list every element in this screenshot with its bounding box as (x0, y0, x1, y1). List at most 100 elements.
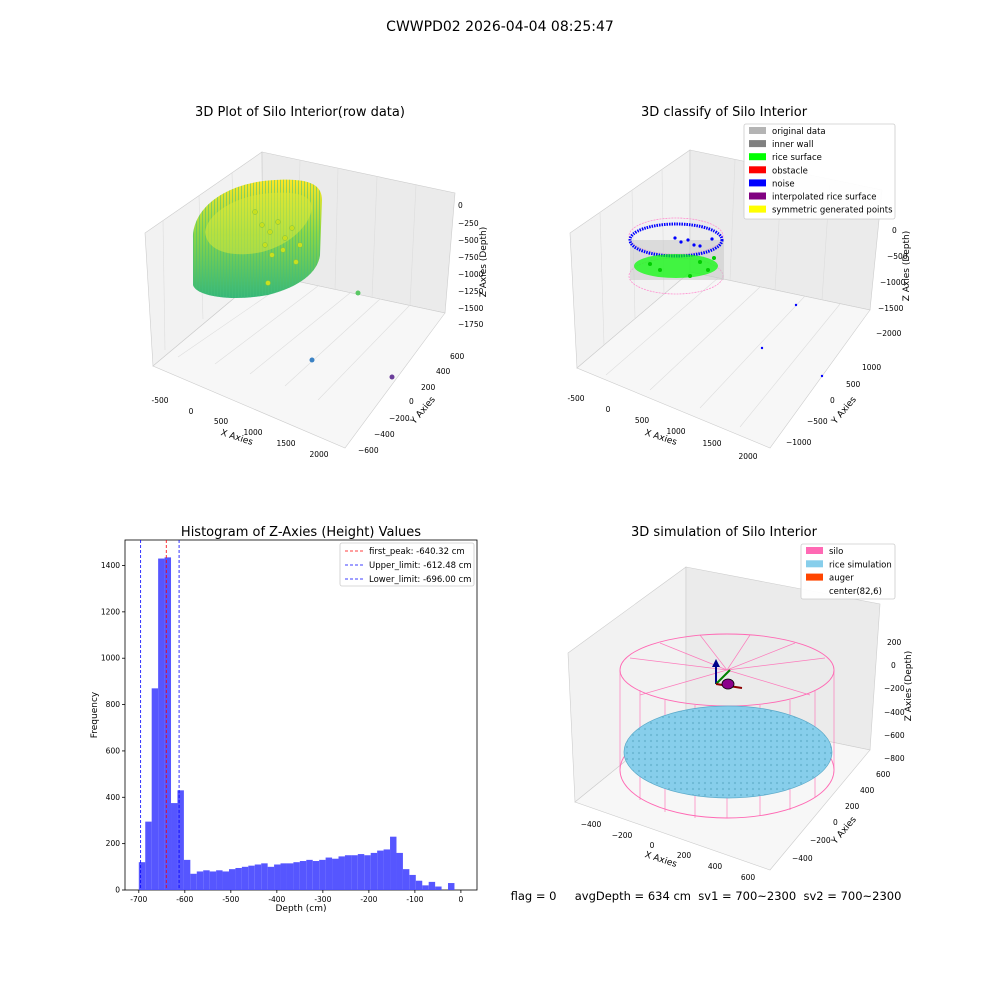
plot1-z-tick: −1000 (458, 270, 484, 279)
plot1-x-tick: 1000 (243, 428, 262, 437)
plot2-floor-pane (576, 271, 871, 449)
plot2-silo-cylinder (628, 217, 824, 378)
plot3-bars (138, 557, 455, 890)
plot1-z-tick: −1500 (458, 304, 484, 313)
histogram-bar (196, 871, 204, 890)
histogram-bar (151, 688, 159, 890)
histogram-bar (332, 858, 339, 890)
legend-label: rice surface (772, 153, 822, 163)
histogram-bar (171, 803, 178, 890)
plot2-y-ticks: 1000 500 0 −500 −1000 (786, 363, 881, 447)
legend-label: inner wall (772, 140, 813, 150)
histogram-bar (183, 859, 191, 890)
plot1-y-tick: 400 (436, 367, 451, 376)
plot1-y-tick: 600 (450, 352, 465, 361)
plot2-3d-scatter: 3D classify of Silo Interior (567, 105, 912, 461)
x-tick-label: -300 (314, 895, 331, 904)
y-tick-label: 400 (106, 793, 121, 802)
y-tick-label: 200 (106, 839, 121, 848)
plot4-legend-box (800, 543, 896, 600)
legend-swatch (806, 573, 823, 581)
histogram-bar (241, 866, 249, 890)
y-tick-label: 800 (106, 700, 121, 709)
legend-label: Lower_limit: -696.00 cm (369, 575, 471, 585)
y-tick-label: 600 (106, 746, 121, 755)
plot4-auger-y-arrow (715, 669, 731, 685)
plot2-z-tick: −1000 (880, 278, 906, 287)
plot1-y-tick: −600 (358, 446, 379, 455)
plot4-xlabel: X Axies (643, 850, 678, 870)
histogram-bar (164, 557, 172, 890)
legend-swatch (749, 205, 766, 213)
plot3-histogram: Histogram of Z-Axies (Height) Values -70… (90, 525, 478, 914)
histogram-bar (228, 869, 236, 890)
plot4-auger (712, 659, 743, 690)
plot2-rice-points (648, 256, 716, 278)
plot2-x-tick: 0 (606, 405, 611, 414)
plot1-outlier-point (355, 290, 361, 296)
legend-swatch (806, 547, 823, 554)
plot4-zlabel: Z Axies (Depth) (904, 651, 914, 722)
histogram-bar (370, 852, 378, 890)
histogram-bar (138, 862, 146, 890)
plot4-y-tick: −200 (810, 836, 831, 845)
histogram-bar (390, 836, 397, 890)
plot3-legend-box (339, 542, 475, 587)
legend-label: center(82,6) (829, 587, 882, 597)
y-tick-label: 1000 (101, 654, 120, 663)
histogram-bar (177, 790, 184, 890)
histogram-bar (396, 852, 403, 890)
histogram-bar (344, 855, 352, 890)
plot1-floor-pane (152, 273, 446, 449)
histogram-bar (190, 873, 197, 890)
plot2-x-tick: 1500 (702, 439, 721, 448)
plot4-y-ticks: 600 400 200 0 −200 −400 (792, 770, 891, 863)
plot1-x-tick: 1500 (276, 439, 295, 448)
histogram-bar (222, 871, 229, 890)
legend-label: symmetric generated points (772, 206, 893, 216)
x-tick-label: -200 (360, 895, 377, 904)
x-tick-label: -500 (222, 895, 239, 904)
histogram-bar (267, 866, 275, 890)
plot3-xlabel: Depth (cm) (275, 904, 326, 914)
plot4-title: 3D simulation of Silo Interior (631, 525, 818, 540)
legend-swatch (749, 127, 766, 134)
histogram-bar (293, 862, 300, 890)
plot2-z-tick: −2000 (876, 329, 902, 338)
plot1-x-tick: 500 (214, 417, 229, 426)
histogram-bar (435, 886, 442, 890)
legend-label: interpolated rice surface (772, 193, 877, 203)
histogram-bar (402, 869, 410, 890)
x-tick-label: -400 (268, 895, 285, 904)
plot1-outlier-point (309, 357, 315, 363)
histogram-bar (145, 821, 152, 890)
plot2-z-ticks: 0 −500 −1000 −1500 −2000 (876, 226, 908, 338)
plot1-z-tick: −500 (458, 236, 479, 245)
plot1-z-tick: −1250 (458, 287, 484, 296)
histogram-bar (357, 854, 365, 890)
histogram-bar (235, 867, 242, 890)
plot1-z-tick: −750 (458, 253, 479, 262)
plot1-x-tick: -500 (151, 396, 168, 405)
plot2-z-tick: −1500 (878, 304, 904, 313)
legend-label: noise (772, 179, 795, 189)
plot2-legend: original data inner wall rice surface obsta… (743, 123, 896, 220)
plot4-z-tick: −400 (884, 708, 905, 717)
plot3-x-ticks: -700 -600 -500 -400 -300 -200 -100 0 (130, 890, 464, 904)
plot4-z-tick: 0 (891, 661, 896, 670)
histogram-bar (280, 863, 287, 890)
plot2-zlabel: Z Axies (Depth) (902, 231, 912, 302)
plot1-y-ticks: 600 400 200 0 −200 −400 −600 (358, 352, 465, 455)
plot2-x-tick: 500 (635, 416, 650, 425)
histogram-bar (299, 861, 307, 890)
plot1-y-tick: 0 (409, 397, 414, 406)
plot2-x-ticks: -500 0 500 1000 1500 2000 (567, 394, 757, 461)
plot1-surface-points (252, 209, 303, 286)
y-tick-label: 0 (115, 886, 120, 895)
legend-swatch (749, 166, 766, 174)
plot4-y-tick: 400 (860, 786, 875, 795)
histogram-bar (216, 870, 223, 890)
status-footer: flag = 0 avgDepth = 634 cm sv1 = 700~230… (511, 889, 902, 903)
